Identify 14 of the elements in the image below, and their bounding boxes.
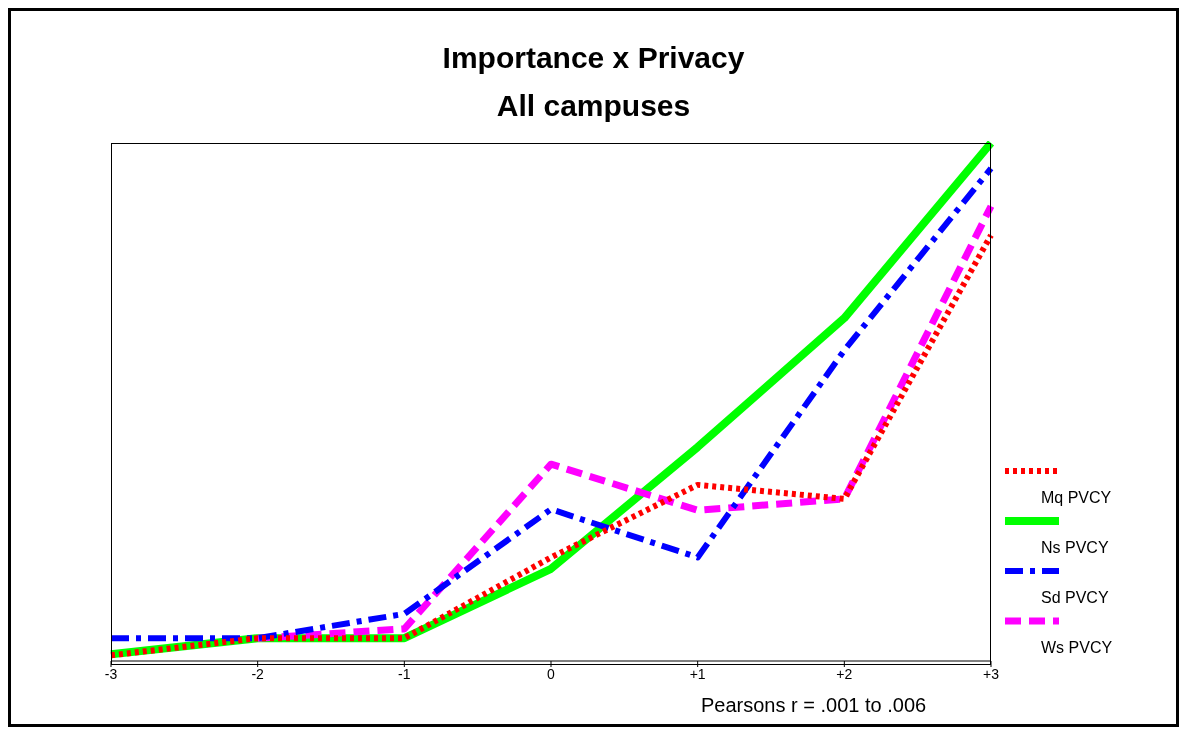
chart-subtitle: All campuses (495, 89, 692, 123)
legend-label: Sd PVCY (1041, 589, 1110, 607)
x-tick-label: -2 (251, 665, 265, 682)
x-tick-label: 0 (547, 665, 556, 682)
text: Pearsons r = .001 to .006 (701, 693, 927, 717)
x-tick-label: +3 (983, 665, 1000, 682)
x-tick-label: +1 (689, 665, 706, 682)
x-tick-label: +2 (836, 665, 853, 682)
legend-label: Mq PVCY (1041, 489, 1113, 507)
legend-label: Ws PVCY (1041, 639, 1113, 657)
chart-title: Importance x Privacy (441, 41, 746, 75)
x-tick-label: -3 (104, 665, 118, 682)
legend-label: Ns PVCY (1041, 539, 1110, 557)
x-tick-label: -1 (398, 665, 411, 682)
